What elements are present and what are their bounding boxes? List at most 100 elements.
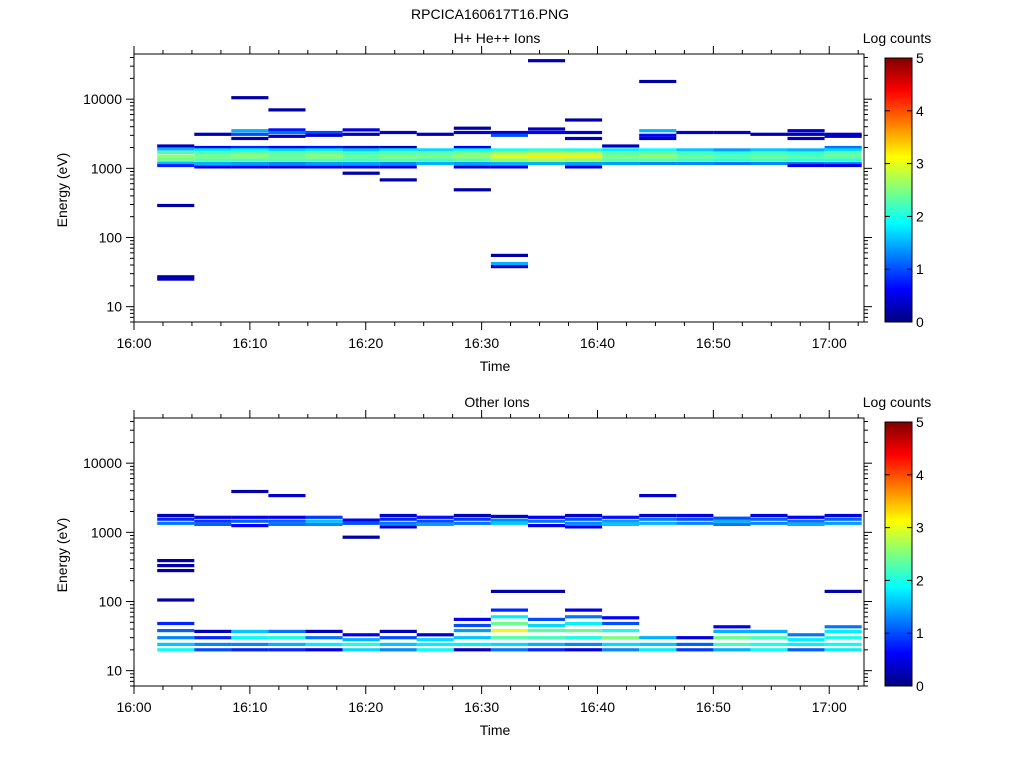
heatmap-cell	[453, 155, 491, 159]
colorbar-tick-label: 0	[916, 678, 924, 694]
colorbar: 0 1 2 3 4 5	[884, 414, 924, 694]
heatmap-cell	[639, 517, 677, 521]
heatmap-cell	[268, 494, 306, 498]
x-tick-label: 16:10	[232, 335, 267, 351]
heatmap-cell	[157, 559, 195, 563]
x-tick-label: 16:30	[464, 335, 499, 351]
heatmap-cell	[676, 148, 714, 152]
heatmap-cell	[490, 265, 528, 269]
heatmap-cell	[565, 521, 603, 525]
x-tick-label: 16:40	[580, 699, 615, 715]
heatmap-cell	[676, 642, 714, 646]
heatmap-cell	[713, 636, 751, 640]
heatmap-cell	[490, 130, 528, 135]
heatmap-cell	[305, 629, 343, 633]
heatmap-cell	[157, 147, 195, 151]
heatmap-cell	[565, 118, 603, 122]
x-tick-label: 16:00	[116, 335, 151, 351]
colorbar: 0 1 2 3 4 5	[884, 50, 924, 330]
x-tick-label: 16:20	[348, 699, 383, 715]
heatmap-cell	[305, 522, 343, 526]
heatmap-cell	[565, 636, 603, 640]
heatmap-cells	[157, 489, 862, 652]
heatmap-cell	[787, 132, 825, 136]
heatmap-cell	[194, 519, 232, 523]
plot-frame	[133, 53, 865, 323]
heatmap-cell	[157, 648, 195, 652]
y-tick-label: 10000	[83, 91, 122, 107]
heatmap-cell	[416, 522, 454, 526]
heatmap-cell	[528, 524, 566, 528]
heatmap-cell	[490, 261, 528, 266]
heatmap-cell	[490, 253, 528, 257]
heatmap-cell	[750, 648, 788, 652]
heatmap-cell	[676, 648, 714, 652]
heatmap-cell	[157, 629, 195, 633]
x-tick-label: 16:50	[696, 699, 731, 715]
heatmap-cell	[379, 165, 417, 169]
heatmap-cell	[750, 158, 788, 162]
heatmap-cell	[231, 155, 269, 159]
heatmap-cell	[824, 517, 862, 521]
heatmap-cell	[490, 636, 528, 640]
heatmap-cells	[157, 59, 862, 281]
heatmap-cell	[602, 148, 640, 152]
heatmap-cell	[787, 515, 825, 519]
heatmap-cell	[379, 636, 417, 640]
heatmap-cell	[231, 519, 269, 523]
heatmap-cell	[787, 158, 825, 162]
heatmap-cell	[416, 519, 454, 523]
heatmap-cell	[231, 151, 269, 155]
heatmap-cell	[602, 515, 640, 519]
heatmap-cell	[528, 617, 566, 621]
heatmap-cell	[602, 642, 640, 646]
heatmap-cell	[157, 569, 195, 573]
heatmap-cell	[453, 165, 491, 169]
heatmap-cell	[416, 132, 454, 136]
heatmap-cell	[787, 161, 825, 165]
heatmap-cell	[453, 629, 491, 633]
heatmap-cell	[676, 158, 714, 162]
heatmap-cell	[713, 151, 751, 155]
heatmap-cell	[713, 148, 751, 152]
y-tick-label: 10	[106, 663, 122, 679]
heatmap-cell	[194, 522, 232, 526]
heatmap-cell	[305, 648, 343, 652]
heatmap-cell	[602, 636, 640, 640]
heatmap-cell	[528, 515, 566, 519]
heatmap-cell	[750, 629, 788, 633]
heatmap-cell	[565, 517, 603, 521]
panel-h-he-ions: H+ He++ Ions 16:00 16:10 16:20 16:30 16:40 16…	[54, 30, 931, 374]
heatmap-cell	[342, 132, 380, 136]
heatmap-cell	[157, 144, 195, 148]
heatmap-cell	[713, 155, 751, 159]
heatmap-cell	[157, 513, 195, 518]
heatmap-cell	[416, 161, 454, 165]
heatmap-cell	[379, 130, 417, 135]
heatmap-cell	[379, 648, 417, 652]
heatmap-cell	[157, 277, 195, 281]
x-axis-label: Time	[480, 722, 511, 738]
heatmap-cell	[194, 132, 232, 136]
heatmap-cell	[416, 648, 454, 652]
heatmap-cell	[528, 629, 566, 633]
heatmap-cell	[379, 158, 417, 162]
heatmap-cell	[602, 621, 640, 626]
heatmap-cell	[453, 521, 491, 525]
axes: 16:00 16:10 16:20 16:30 16:40 16:50 17:00 10 100…	[83, 410, 872, 715]
y-axis-label: Energy (eV)	[54, 153, 70, 228]
heatmap-cell	[528, 589, 566, 593]
colorbar-tick-label: 3	[916, 156, 924, 172]
heatmap-cell	[416, 148, 454, 152]
heatmap-cell	[565, 648, 603, 652]
heatmap-cell	[824, 163, 862, 168]
heatmap-cell	[342, 535, 380, 539]
heatmap-cell	[231, 642, 269, 646]
heatmap-cell	[565, 621, 603, 626]
heatmap-cell	[342, 648, 380, 652]
heatmap-cell	[528, 151, 566, 155]
heatmap-cell	[602, 158, 640, 162]
heatmap-cell	[676, 517, 714, 521]
heatmap-cell	[157, 598, 195, 602]
colorbar-tick-label: 3	[916, 520, 924, 536]
